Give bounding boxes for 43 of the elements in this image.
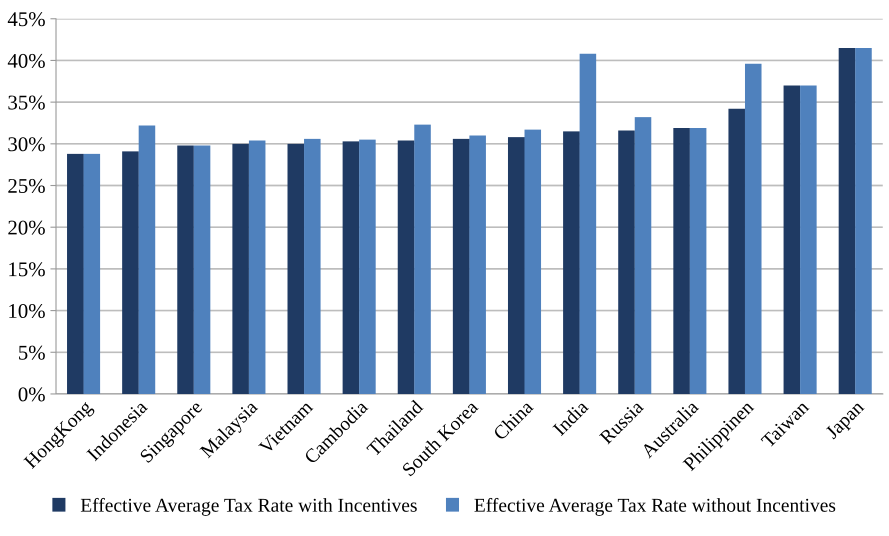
bar bbox=[414, 124, 431, 394]
bar bbox=[232, 144, 249, 394]
bar bbox=[744, 64, 762, 394]
bar bbox=[508, 137, 525, 394]
y-tick-label: 35% bbox=[8, 96, 45, 110]
bar bbox=[618, 130, 635, 394]
bar bbox=[563, 131, 580, 394]
bar bbox=[248, 140, 266, 394]
bar bbox=[288, 144, 304, 394]
y-tick-label: 45% bbox=[8, 12, 45, 26]
bar bbox=[690, 128, 706, 394]
y-tick-label: 25% bbox=[8, 178, 45, 194]
bar bbox=[634, 117, 652, 394]
bar bbox=[524, 130, 542, 394]
bar bbox=[855, 48, 872, 394]
bar bbox=[304, 138, 321, 394]
bar bbox=[194, 145, 210, 394]
bar bbox=[784, 85, 800, 394]
bar bbox=[84, 154, 100, 394]
y-tick-label: 15% bbox=[9, 262, 45, 276]
bar bbox=[673, 128, 690, 394]
bar bbox=[359, 140, 376, 394]
bar bbox=[398, 140, 414, 394]
bar bbox=[122, 151, 139, 394]
y-tick-label: 0% bbox=[18, 387, 45, 402]
bar bbox=[469, 135, 486, 394]
bar bbox=[67, 154, 84, 394]
y-tick-label: 10% bbox=[9, 304, 45, 318]
legend-label: Effective Average Tax Rate without Incentives bbox=[474, 498, 836, 516]
y-tick-label: 20% bbox=[8, 220, 45, 235]
y-tick-label: 40% bbox=[8, 54, 45, 68]
bar bbox=[838, 48, 856, 394]
bar bbox=[580, 54, 596, 394]
bar bbox=[138, 125, 156, 394]
bar bbox=[342, 141, 360, 394]
x-tick-label: India bbox=[552, 399, 590, 436]
y-tick-label: 30% bbox=[8, 137, 45, 152]
legend-label: Effective Average Tax Rate with Incentives bbox=[80, 498, 417, 516]
bar bbox=[452, 138, 470, 394]
bar bbox=[177, 145, 194, 394]
bar bbox=[728, 108, 745, 394]
bar bbox=[800, 85, 817, 394]
y-tick-label: 5% bbox=[19, 346, 45, 360]
